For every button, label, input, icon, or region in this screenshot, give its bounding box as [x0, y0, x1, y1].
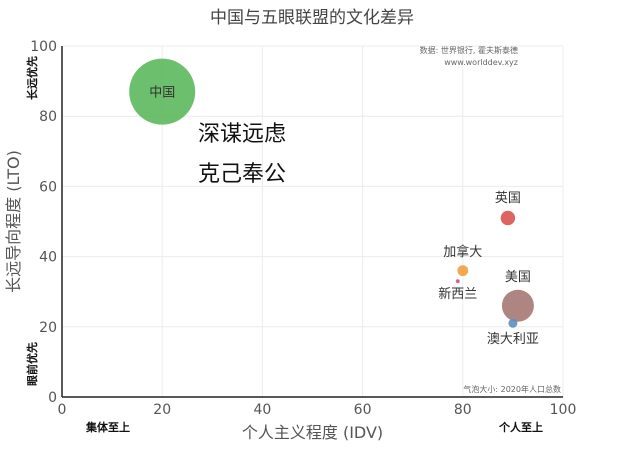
- grid: [62, 45, 564, 397]
- axes: 0 20 40 60 80 100 0 20 40 60 80 100: [30, 39, 576, 418]
- source-note: 数据: 世界银行, 霍夫斯泰德: [420, 45, 518, 55]
- y-high-label: 长远优先: [25, 56, 39, 100]
- y-tick-label: 80: [39, 109, 57, 125]
- x-axis-title: 个人主义程度 (IDV): [242, 423, 383, 442]
- x-high-label: 个人至上: [498, 420, 543, 434]
- bubble-point: [129, 58, 196, 125]
- bubble-label: 英国: [495, 191, 521, 206]
- y-tick-label: 0: [48, 390, 57, 406]
- x-tick-label: 100: [550, 402, 577, 418]
- y-low-label: 眼前优先: [25, 342, 39, 386]
- bubble-point: [455, 279, 460, 284]
- chart-title: 中国与五眼联盟的文化差异: [210, 8, 414, 28]
- size-note: 气泡大小: 2020年人口总数: [463, 384, 561, 394]
- x-low-label: 集体至上: [85, 420, 130, 434]
- bubble-point: [508, 318, 518, 328]
- source-url: www.worlddev.xyz: [444, 58, 518, 67]
- bubble-point: [501, 289, 534, 322]
- y-tick-label: 20: [39, 320, 57, 336]
- bubble-point: [457, 265, 469, 277]
- annotation-line: 克己奉公: [198, 162, 286, 187]
- y-tick-label: 40: [39, 250, 57, 266]
- x-tick-label: 40: [253, 402, 271, 418]
- bubble-label: 澳大利亚: [487, 331, 539, 347]
- y-axis-title: 长远导向程度 (LTO): [4, 150, 23, 293]
- bubble-label: 美国: [505, 270, 531, 285]
- bubble-point: [500, 210, 516, 226]
- x-tick-label: 0: [58, 402, 67, 418]
- bubble-label: 新西兰: [438, 286, 477, 302]
- bubble-label: 中国: [149, 86, 175, 101]
- y-tick-label: 60: [39, 179, 57, 195]
- bubble-label: 加拿大: [443, 244, 482, 260]
- y-tick-label: 100: [30, 39, 57, 55]
- annotation-line: 深谋远虑: [198, 122, 286, 147]
- x-tick-label: 60: [354, 402, 372, 418]
- x-tick-label: 80: [454, 402, 472, 418]
- x-tick-label: 20: [153, 402, 171, 418]
